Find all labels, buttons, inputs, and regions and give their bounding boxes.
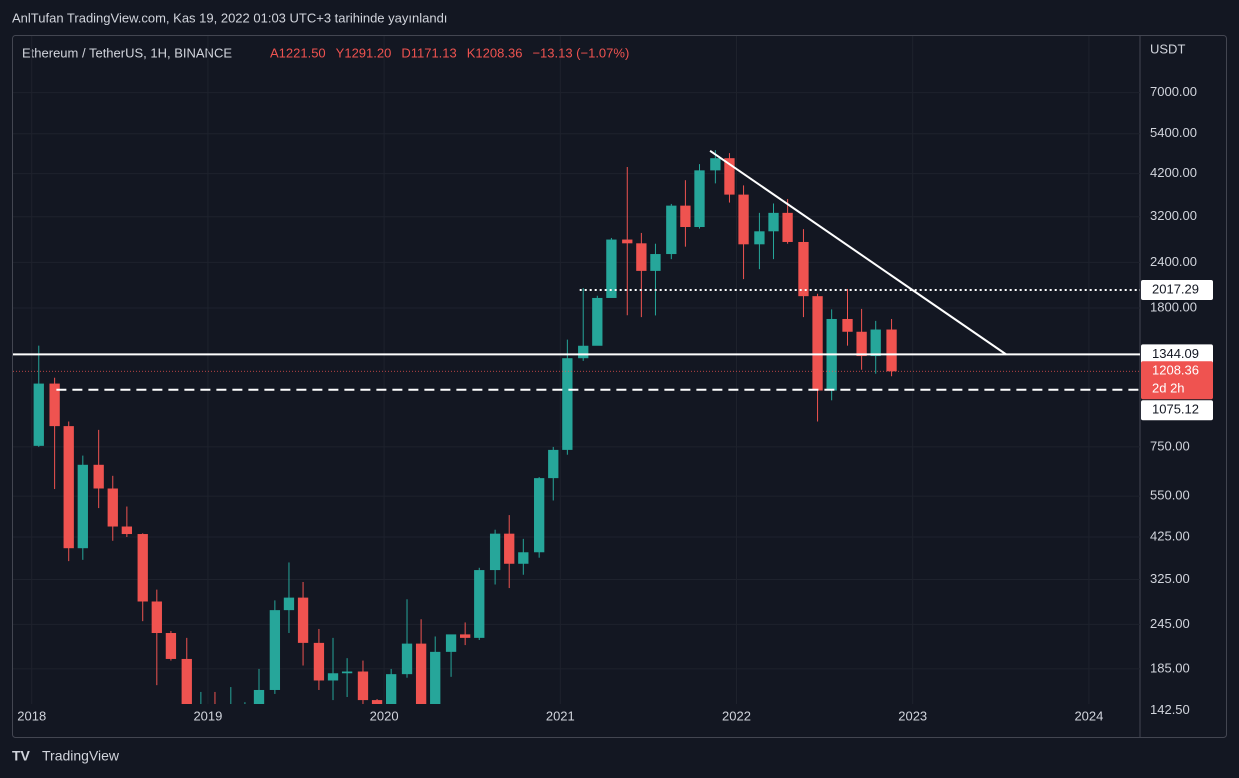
candle-body [269, 610, 281, 690]
level-label-bg [1141, 400, 1213, 421]
x-tick-label: 2022 [722, 708, 751, 723]
candle-body [710, 158, 721, 171]
candle-body [636, 243, 647, 271]
level-label-bg [1141, 344, 1213, 365]
candle-body [622, 239, 633, 244]
level-label: 1344.09 [1152, 346, 1199, 361]
candle-body [534, 478, 545, 553]
chart-title: Ethereum / TetherUS, 1H, BINANCE [22, 45, 232, 60]
candle-body [870, 329, 881, 357]
countdown: 2d 2h [1152, 381, 1185, 396]
candle-body [445, 634, 457, 652]
level-label: 1075.12 [1152, 402, 1199, 417]
candle-body [592, 297, 603, 346]
y-tick-label: 5400.00 [1150, 125, 1197, 140]
candle-body [165, 633, 177, 659]
candle-body [680, 205, 691, 228]
candle-body [401, 643, 413, 675]
candle-body [63, 426, 74, 549]
candle-body [430, 651, 441, 704]
x-tick-label: 2021 [546, 708, 575, 723]
y-tick-label: 142.50 [1150, 702, 1190, 717]
logo: TV TradingView [12, 748, 120, 764]
candle-body [562, 358, 573, 450]
candle-body [253, 689, 265, 704]
trendline [709, 149, 1007, 356]
candle-body [842, 318, 853, 332]
candle-body [121, 526, 133, 535]
candle-body [798, 241, 809, 297]
y-tick-label: 325.00 [1150, 571, 1190, 586]
plot [13, 36, 1140, 704]
candle-body [768, 212, 779, 232]
candle-body [107, 488, 118, 527]
candle-body [151, 601, 162, 634]
ohlc-value: Y1291.20 [336, 45, 392, 60]
candle-body [606, 239, 617, 298]
y-tick-label: 7000.00 [1150, 84, 1197, 99]
candle-body [297, 597, 309, 643]
x-tick-label: 2020 [370, 708, 399, 723]
y-tick-label: 1800.00 [1150, 299, 1197, 314]
candle-body [666, 205, 677, 255]
ohlc-value: A1221.50 [270, 45, 326, 60]
x-tick-label: 2019 [193, 708, 222, 723]
candle-body [327, 673, 339, 681]
logo-mark: TV [12, 748, 31, 764]
y-tick-label: 245.00 [1150, 616, 1190, 631]
candle-body [650, 254, 661, 271]
candle-body [93, 464, 104, 489]
candle-body [357, 671, 369, 701]
y-tick-label: 3200.00 [1150, 208, 1197, 223]
candle-body [548, 449, 559, 479]
last-price-label: 1208.36 [1152, 363, 1199, 378]
ohlc-value: K1208.36 [467, 45, 523, 60]
x-tick-label: 2023 [898, 708, 927, 723]
candle-body [694, 170, 705, 228]
candle-body [460, 634, 471, 638]
candle-body [782, 212, 793, 242]
ohlc-value: −13.13 (−1.07%) [532, 45, 629, 60]
y-axis-label: USDT [1150, 41, 1185, 56]
y-tick-label: 2400.00 [1150, 254, 1197, 269]
level-label-bg [1141, 279, 1213, 300]
publisher: AnlTufan TradingView.com, Kas 19, 2022 0… [12, 10, 447, 25]
brand: TradingView [42, 748, 120, 764]
candle-body [489, 533, 501, 571]
candle-body [181, 658, 192, 704]
candle-body [886, 329, 897, 372]
candle-body [856, 331, 867, 357]
x-tick-label: 2024 [1074, 708, 1103, 723]
candle-body [341, 671, 353, 674]
candle-body [33, 383, 44, 446]
y-tick-label: 425.00 [1150, 528, 1190, 543]
candle-body [371, 700, 383, 704]
x-tick-label: 2018 [17, 708, 46, 723]
candle-body [137, 534, 148, 602]
candle-body [578, 345, 589, 359]
candle-body [738, 194, 749, 245]
candle-body [518, 552, 529, 564]
y-tick-label: 550.00 [1150, 488, 1190, 503]
candle-body [754, 231, 765, 245]
ohlc-value: D1171.13 [401, 45, 456, 60]
candle-body [474, 570, 485, 638]
candle-body [504, 533, 515, 564]
level-label: 2017.29 [1152, 281, 1199, 296]
y-tick-label: 185.00 [1150, 660, 1190, 675]
candle-body [386, 674, 397, 704]
y-tick-label: 4200.00 [1150, 165, 1197, 180]
candle-body [415, 643, 427, 704]
candle-body [77, 464, 88, 549]
candle-body [283, 597, 295, 611]
candle-body [812, 296, 823, 391]
y-tick-label: 750.00 [1150, 438, 1190, 453]
last-price-bg [1141, 361, 1213, 400]
frame [12, 35, 1227, 738]
candle-body [724, 158, 735, 195]
candle-body [313, 642, 325, 681]
candle-body [49, 383, 60, 427]
